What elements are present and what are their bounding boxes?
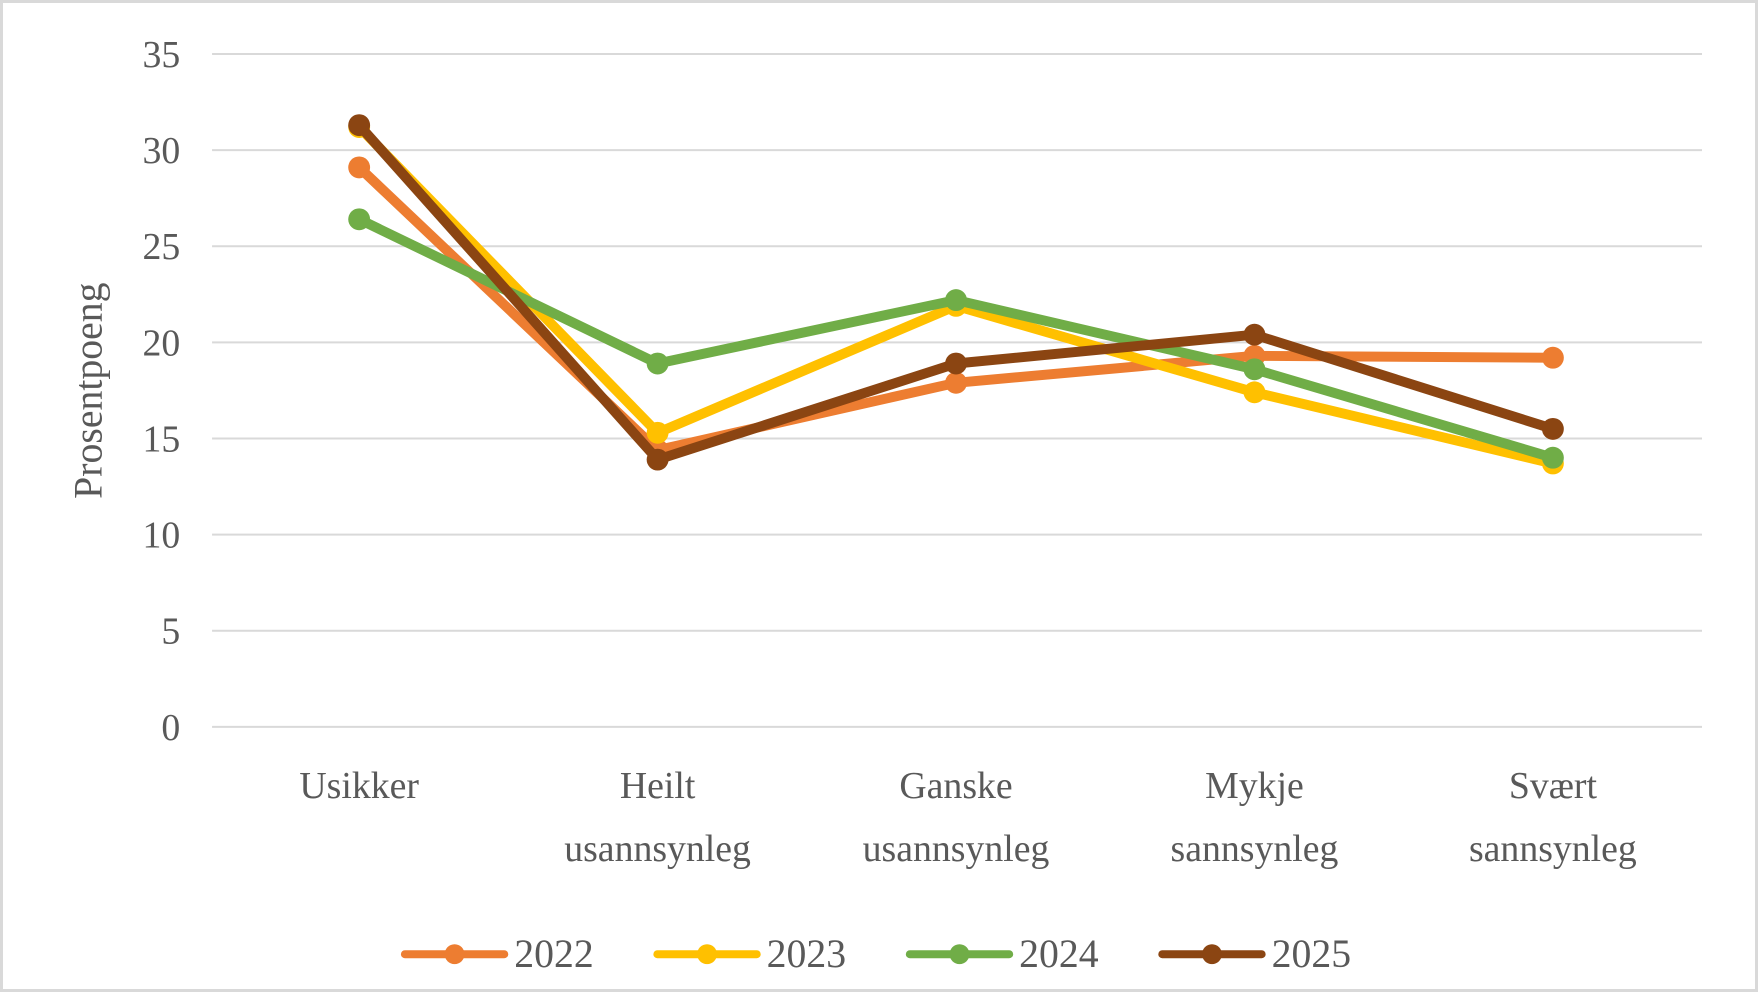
data-point-2025 — [1541, 417, 1564, 440]
data-point-2025 — [1243, 323, 1266, 346]
y-tick-label: 10 — [142, 515, 180, 557]
y-tick-label: 35 — [142, 34, 180, 76]
data-point-2022 — [348, 156, 371, 179]
data-point-2025 — [646, 448, 669, 471]
x-category-label: Mykje sannsynleg — [1171, 765, 1339, 870]
x-category-label: Heilt usannsynleg — [564, 765, 751, 870]
legend-marker-dot — [444, 944, 465, 965]
data-point-2022 — [1541, 346, 1564, 369]
legend-item-2023: 2023 — [653, 932, 847, 976]
data-point-2024 — [945, 289, 967, 312]
data-point-2023 — [1243, 381, 1266, 404]
series-lines — [348, 114, 1564, 475]
y-tick-label: 25 — [142, 226, 180, 268]
legend-marker-dot — [697, 944, 717, 965]
y-tick-label: 20 — [142, 322, 180, 364]
x-category-label: Ganske usannsynleg — [863, 765, 1050, 870]
y-axis-title: Prosentpoeng — [67, 282, 111, 499]
y-tick-label: 0 — [161, 707, 180, 749]
x-axis-category-labels: Usikker Heilt usannsynleg Ganske usannsynleg… — [299, 765, 1637, 870]
x-category-label: Svært sannsynleg — [1469, 765, 1637, 870]
legend-label: 2025 — [1272, 932, 1352, 976]
data-point-2024 — [1541, 446, 1564, 469]
data-point-2024 — [1243, 358, 1266, 381]
data-point-2025 — [348, 114, 371, 137]
legend-item-2022: 2022 — [400, 932, 594, 976]
legend-label: 2022 — [514, 932, 594, 976]
legend-item-2025: 2025 — [1158, 932, 1352, 976]
data-point-2024 — [348, 208, 371, 231]
legend-marker-dot — [1202, 944, 1222, 965]
y-tick-label: 15 — [142, 418, 180, 460]
legend-item-2024: 2024 — [905, 932, 1099, 976]
y-tick-label: 30 — [142, 130, 180, 172]
y-axis-tick-labels: 0 5 10 15 20 25 30 35 — [142, 34, 180, 749]
legend-marker-dot — [949, 944, 970, 965]
gridlines — [212, 52, 1702, 728]
data-point-2023 — [646, 421, 669, 444]
x-category-label: Usikker — [299, 765, 419, 807]
legend-label: 2024 — [1019, 932, 1099, 976]
legend-label: 2023 — [767, 932, 847, 976]
data-point-2022 — [945, 371, 967, 394]
legend: 2022 2023 2024 2025 — [400, 932, 1352, 976]
y-tick-label: 5 — [161, 611, 180, 653]
data-point-2025 — [945, 352, 967, 375]
data-point-2024 — [646, 352, 669, 375]
